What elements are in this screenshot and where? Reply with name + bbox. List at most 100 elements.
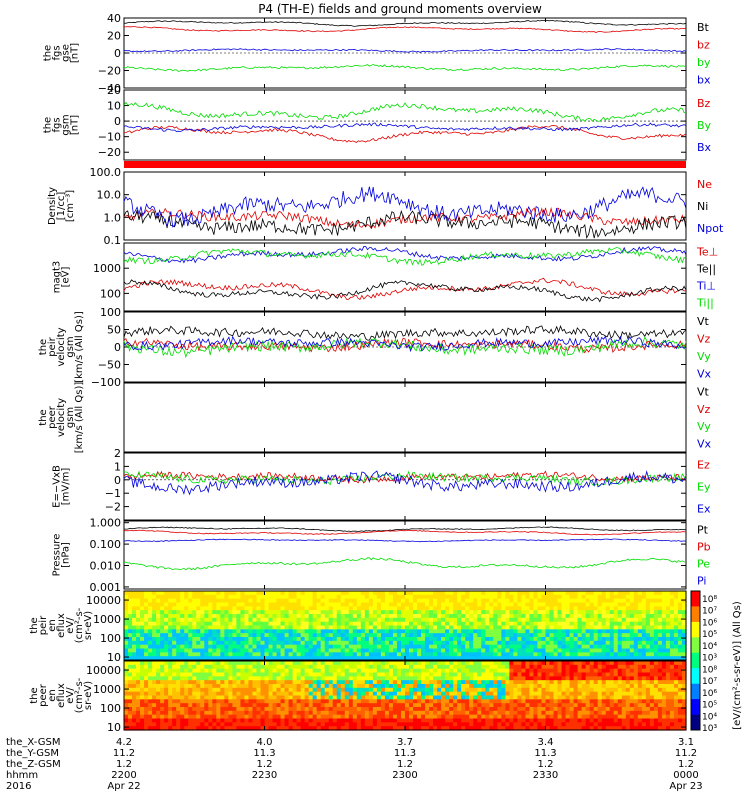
spectrogram-cell <box>144 676 149 680</box>
spectrogram-cell <box>317 715 322 719</box>
spectrogram-cell <box>216 665 221 669</box>
spectrogram-cell <box>537 652 542 656</box>
spectrogram-cell <box>305 637 310 641</box>
spectrogram-cell <box>265 676 270 680</box>
spectrogram-cell <box>461 711 466 715</box>
spectrogram-cell <box>136 669 141 673</box>
spectrogram-cell <box>537 673 542 677</box>
spectrogram-cell <box>586 707 591 711</box>
spectrogram-cell <box>594 673 599 677</box>
spectrogram-cell <box>433 652 438 656</box>
spectrogram-cell <box>313 707 318 711</box>
spectrogram-cell <box>333 626 338 630</box>
spectrogram-cell <box>252 688 257 692</box>
spectrogram-cell <box>521 599 526 603</box>
spectrogram-cell <box>152 626 157 630</box>
y-tick-label: 100.0 <box>90 166 122 179</box>
spectrogram-cell <box>570 707 575 711</box>
spectrogram-cell <box>493 641 498 645</box>
spectrogram-cell <box>602 688 607 692</box>
spectrogram-cell <box>353 618 358 622</box>
spectrogram-cell <box>377 665 382 669</box>
y-tick-label: 100 <box>100 287 121 300</box>
spectrogram-cell <box>409 637 414 641</box>
spectrogram-cell <box>353 614 358 618</box>
spectrogram-cell <box>180 715 185 719</box>
spectrogram-cell <box>433 696 438 700</box>
spectrogram-cell <box>305 645 310 649</box>
spectrogram-cell <box>485 641 490 645</box>
spectrogram-cell <box>666 591 671 595</box>
spectrogram-cell <box>541 711 546 715</box>
spectrogram-cell <box>192 684 197 688</box>
spectrogram-cell <box>578 591 583 595</box>
spectrogram-cell <box>554 645 559 649</box>
spectrogram-cell <box>513 652 518 656</box>
spectrogram-cell <box>646 652 651 656</box>
spectrogram-cell <box>505 703 510 707</box>
spectrogram-cell <box>289 684 294 688</box>
spectrogram-cell <box>313 688 318 692</box>
spectrogram-cell <box>562 591 567 595</box>
spectrogram-cell <box>485 665 490 669</box>
spectrogram-cell <box>622 599 627 603</box>
spectrogram-cell <box>473 606 478 610</box>
spectrogram-cell <box>429 699 434 703</box>
spectrogram-cell <box>256 633 261 637</box>
spectrogram-cell <box>240 711 245 715</box>
legend-entry: Vx <box>697 367 712 380</box>
spectrogram-cell <box>200 591 205 595</box>
spectrogram-cell <box>497 673 502 677</box>
spectrogram-cell <box>357 595 362 599</box>
spectrogram-cell <box>662 629 667 633</box>
spectrogram-cell <box>405 680 410 684</box>
spectrogram-cell <box>240 606 245 610</box>
spectrogram-cell <box>192 618 197 622</box>
spectrogram-cell <box>590 669 595 673</box>
spectrogram-cell <box>574 606 579 610</box>
spectrogram-cell <box>224 606 229 610</box>
spectrogram-cell <box>566 652 571 656</box>
spectrogram-cell <box>441 637 446 641</box>
spectrogram-cell <box>513 661 518 665</box>
spectrogram-cell <box>297 715 302 719</box>
spectrogram-cell <box>144 652 149 656</box>
spectrogram-cell <box>550 673 555 677</box>
spectrogram-cell <box>525 688 530 692</box>
spectrogram-cell <box>654 629 659 633</box>
spectrogram-cell <box>180 618 185 622</box>
spectrogram-cell <box>590 722 595 726</box>
spectrogram-cell <box>132 652 137 656</box>
spectrogram-cell <box>457 719 462 723</box>
spectrogram-cell <box>252 603 257 607</box>
spectrogram-cell <box>413 610 418 614</box>
spectrogram-cell <box>164 637 169 641</box>
spectrogram-cell <box>196 603 201 607</box>
spectrogram-cell <box>329 676 334 680</box>
spectrogram-cell <box>281 711 286 715</box>
spectrogram-cell <box>196 669 201 673</box>
spectrogram-cell <box>148 618 153 622</box>
spectrogram-cell <box>622 603 627 607</box>
spectrogram-cell <box>220 692 225 696</box>
spectrogram-cell <box>537 692 542 696</box>
y-tick-label: −10 <box>98 131 121 144</box>
spectrogram-cell <box>256 614 261 618</box>
spectrogram-cell <box>136 665 141 669</box>
spectrogram-cell <box>236 665 241 669</box>
spectrogram-cell <box>124 599 129 603</box>
spectrogram-cell <box>409 645 414 649</box>
spectrogram-cell <box>634 652 639 656</box>
spectrogram-cell <box>244 688 249 692</box>
spectrogram-cell <box>180 649 185 653</box>
spectrogram-cell <box>541 719 546 723</box>
spectrogram-cell <box>610 652 615 656</box>
spectrogram-cell <box>529 719 534 723</box>
spectrogram-cell <box>453 669 458 673</box>
spectrogram-cell <box>429 676 434 680</box>
spectrogram-cell <box>269 626 274 630</box>
spectrogram-cell <box>381 680 386 684</box>
spectrogram-cell <box>566 711 571 715</box>
spectrogram-cell <box>582 692 587 696</box>
spectrogram-cell <box>168 629 173 633</box>
